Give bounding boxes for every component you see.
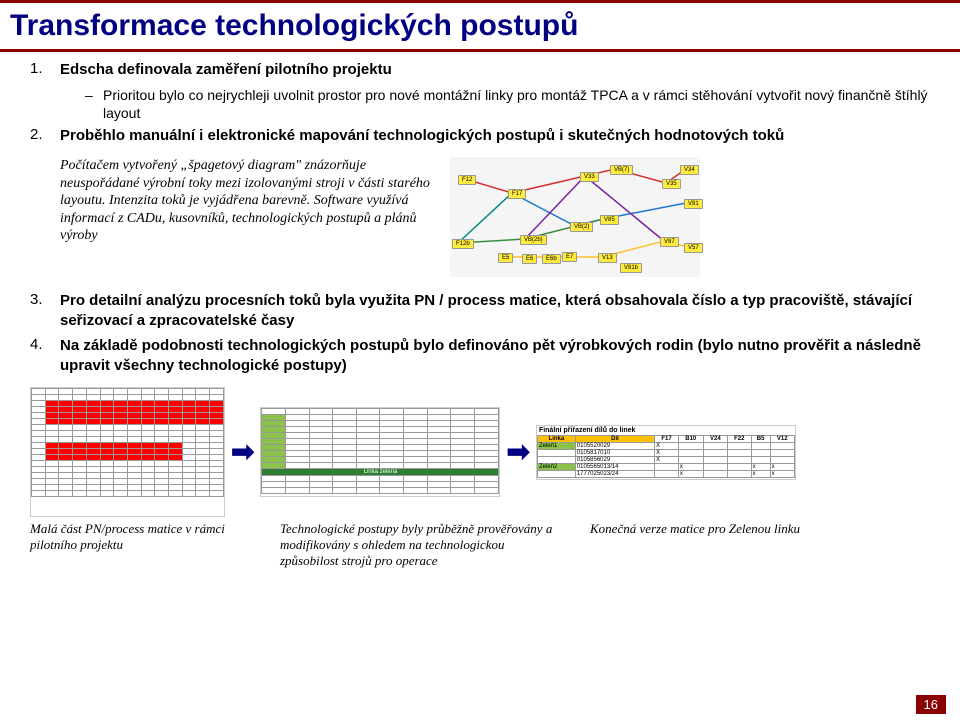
list-item-1: 1. Edscha definovala zaměření pilotního …	[30, 60, 930, 80]
final-matrix-thumb: Finální přiřazení dílů do linekLinkaDílF…	[536, 425, 796, 480]
diagram-node: V87	[660, 237, 679, 247]
diagram-node: E6b	[542, 254, 561, 264]
list-sub-item: – Prioritou bylo co nejrychleji uvolnit …	[85, 86, 930, 122]
diagram-node: F12	[458, 175, 476, 185]
item-text: Proběhlo manuální i elektronické mapován…	[60, 126, 930, 146]
caption-c: Konečná verze matice pro Zelenou linku	[590, 521, 880, 568]
item-text: Na základě podobnosti technologických po…	[60, 336, 930, 375]
item-number: 2.	[30, 126, 60, 146]
caption-a: Malá část PN/process matice v rámci pilo…	[30, 521, 240, 568]
pn-matrix-thumb	[30, 387, 225, 517]
diagram-node: VB(2b)	[520, 235, 547, 245]
list-item-2: 2. Proběhlo manuální i elektronické mapo…	[30, 126, 930, 146]
item-number: 3.	[30, 291, 60, 330]
diagram-node: V81	[684, 199, 703, 209]
item-text: Edscha definovala zaměření pilotního pro…	[60, 60, 930, 80]
item-number: 4.	[30, 336, 60, 375]
thumbnail-row: ➡ Linka zelená ➡ Finální přiřazení dílů …	[30, 387, 930, 517]
diagram-node: VB(2)	[570, 222, 593, 232]
sub-dash: –	[85, 86, 103, 122]
page-number: 16	[916, 695, 946, 714]
list-item-4: 4. Na základě podobnosti technologických…	[30, 336, 930, 375]
page-title: Transformace technologických postupů	[10, 9, 950, 43]
mid-row: Počítačem vytvořený „špagetový diagram" …	[60, 157, 930, 277]
list-item-3: 3. Pro detailní analýzu procesních toků …	[30, 291, 930, 330]
spaghetti-diagram: F17 F12 V33 VB(7) V34 V35V81 V85 VB(2) VB(2b) F12…	[450, 157, 700, 277]
diagram-node: V35	[662, 179, 681, 189]
content-area: 1. Edscha definovala zaměření pilotního …	[0, 60, 960, 568]
diagram-node: E5	[498, 253, 513, 263]
item-number: 1.	[30, 60, 60, 80]
caption-row: Malá část PN/process matice v rámci pilo…	[30, 521, 930, 568]
spaghetti-caption: Počítačem vytvořený „špagetový diagram" …	[60, 157, 430, 277]
diagram-node: V85	[600, 215, 619, 225]
caption-b: Technologické postupy byly průběžně prov…	[280, 521, 560, 568]
arrow-icon: ➡	[506, 438, 529, 466]
process-thumb: Linka zelená	[260, 407, 500, 497]
diagram-node: F17	[508, 189, 526, 199]
diagram-node: V34	[680, 165, 699, 175]
arrow-icon: ➡	[231, 438, 254, 466]
diagram-node: E6	[522, 254, 537, 264]
diagram-node: V33	[580, 172, 599, 182]
diagram-node: V13	[598, 253, 617, 263]
item-text: Pro detailní analýzu procesních toků byl…	[60, 291, 930, 330]
diagram-node: E7	[562, 252, 577, 262]
diagram-node: V57	[684, 243, 703, 253]
title-bar: Transformace technologických postupů	[0, 0, 960, 52]
diagram-node: V81b	[620, 263, 642, 273]
sub-text: Prioritou bylo co nejrychleji uvolnit pr…	[103, 86, 930, 122]
diagram-node: VB(7)	[610, 165, 633, 175]
diagram-node: F12b	[452, 239, 474, 249]
